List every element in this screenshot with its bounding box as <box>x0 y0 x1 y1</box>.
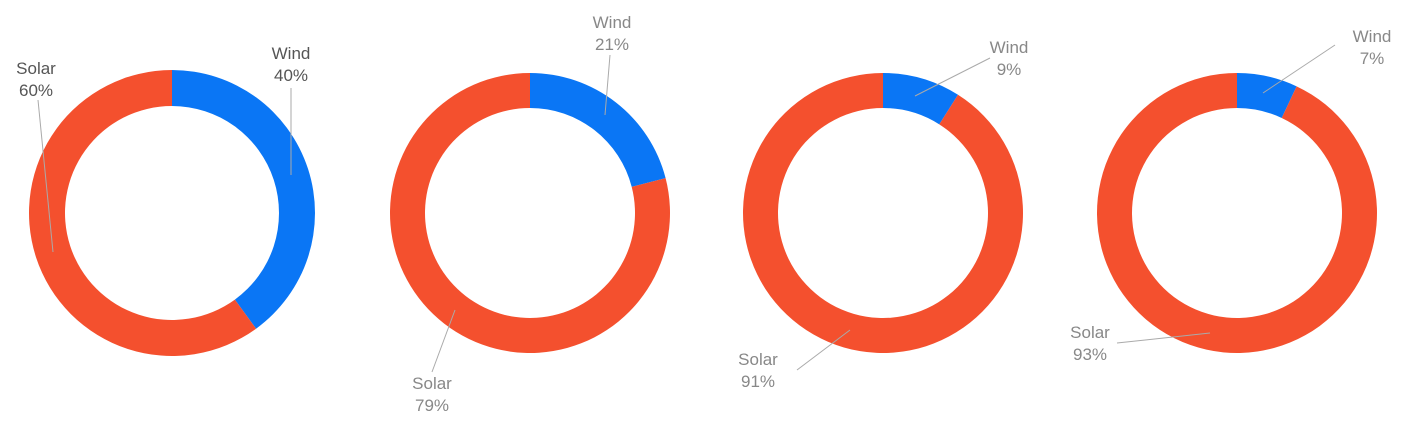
label-name: Wind <box>272 44 311 63</box>
label-name: Wind <box>990 38 1029 57</box>
label-value: 40% <box>274 66 308 85</box>
donut-chart: Wind 21% Solar 79% <box>389 13 670 415</box>
leader-line <box>431 309 456 373</box>
label-name: Solar <box>738 350 778 369</box>
label-name: Solar <box>16 59 56 78</box>
donut-chart: Wind 7% Solar 93% <box>1070 27 1391 364</box>
donut-segment <box>530 73 666 187</box>
label-value: 7% <box>1360 49 1385 68</box>
label-value: 91% <box>741 372 775 391</box>
label-value: 21% <box>595 35 629 54</box>
label-value: 79% <box>415 396 449 415</box>
donut-segment <box>172 70 315 329</box>
leader-line <box>1262 44 1336 94</box>
donut-segment <box>1097 73 1377 353</box>
label-name: Solar <box>1070 323 1110 342</box>
label-name: Wind <box>1353 27 1392 46</box>
label-name: Wind <box>593 13 632 32</box>
label-value: 93% <box>1073 345 1107 364</box>
donut-segment <box>883 73 959 125</box>
leader-line <box>1116 332 1211 344</box>
donut-segment <box>28 70 257 357</box>
leader-line <box>37 99 54 253</box>
label-value: 60% <box>19 81 53 100</box>
label-value: 9% <box>997 60 1022 79</box>
leader-line <box>914 57 991 97</box>
label-name: Solar <box>412 374 452 393</box>
donut-segment <box>1237 73 1297 118</box>
donut-segment <box>742 73 1023 353</box>
leader-line <box>796 329 851 371</box>
donut-chart: Wind 40% Solar 60% <box>16 44 315 357</box>
leader-line <box>604 54 611 116</box>
donut-chart: Wind 9% Solar 91% <box>738 38 1028 391</box>
